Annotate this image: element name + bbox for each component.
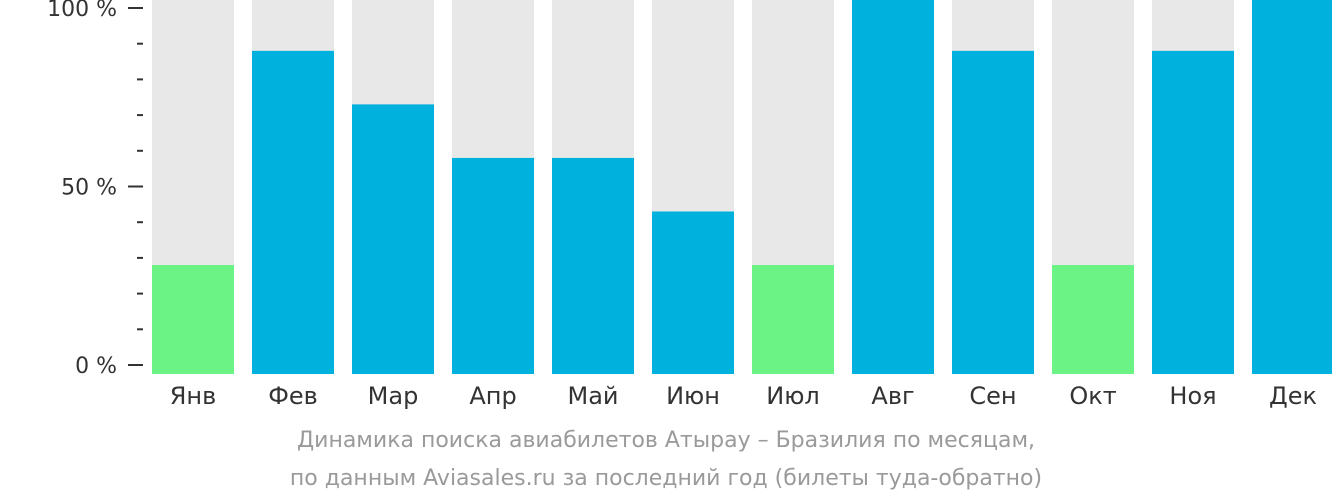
chart-caption-line-1: Динамика поиска авиабилетов Атырау – Бра…	[296, 428, 1036, 453]
bar	[152, 265, 234, 374]
x-tick-label: Авг	[871, 382, 914, 410]
x-tick-label: Дек	[1269, 382, 1317, 410]
bar	[1152, 50, 1234, 375]
bar	[1052, 265, 1134, 374]
x-tick-label: Ноя	[1169, 382, 1216, 410]
bar	[852, 0, 934, 374]
bar	[752, 265, 834, 374]
bar-chart: Янв Фев Мар Апр Май Июн Июл Авг Сен Окт Ноя Дек 0 % 5…	[47, 0, 1332, 410]
bar	[652, 211, 734, 374]
bar	[452, 157, 534, 374]
bar	[552, 157, 634, 374]
x-tick-label: Май	[567, 382, 618, 410]
x-tick-label: Сен	[969, 382, 1016, 410]
x-tick-label: Фев	[268, 382, 318, 410]
x-tick-label: Июл	[766, 382, 820, 410]
bar	[352, 104, 434, 374]
x-tick-label: Окт	[1069, 382, 1116, 410]
y-tick-label: 50 %	[61, 176, 117, 201]
chart-caption-line-2: по данным Aviasales.ru за последний год …	[289, 466, 1043, 491]
y-tick-label: 100 %	[47, 0, 117, 22]
bar	[952, 50, 1034, 375]
y-tick-label: 0 %	[75, 354, 117, 379]
bar	[1252, 0, 1332, 374]
x-tick-label: Мар	[368, 382, 419, 410]
bar	[252, 50, 334, 375]
x-tick-label: Апр	[469, 382, 516, 410]
x-tick-label: Янв	[170, 382, 217, 410]
x-tick-label: Июн	[666, 382, 720, 410]
